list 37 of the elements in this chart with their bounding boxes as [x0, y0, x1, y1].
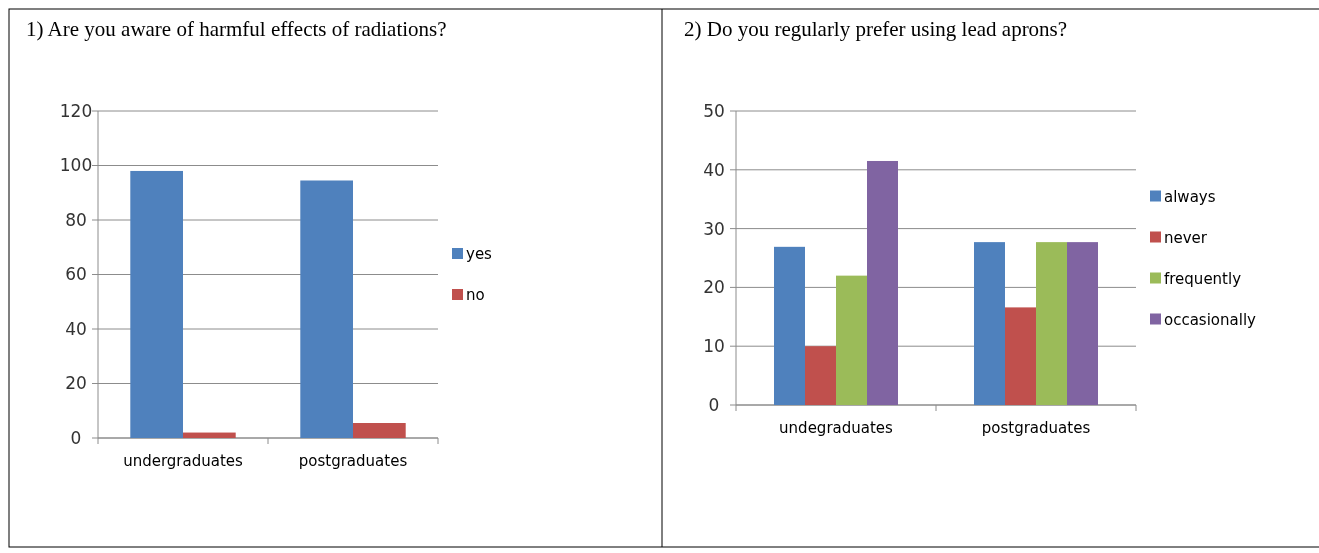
legend-label: no	[466, 286, 485, 305]
bar	[805, 346, 836, 405]
bar	[183, 432, 236, 438]
legend-label: frequently	[1164, 269, 1242, 288]
bar	[974, 242, 1005, 405]
bar	[836, 275, 867, 405]
y-tick-label: 80	[65, 209, 87, 230]
bar	[300, 180, 353, 438]
legend-label: never	[1164, 228, 1208, 247]
y-tick-label: 30	[703, 218, 725, 239]
y-tick-label: 100	[59, 155, 93, 176]
y-tick-label: 0	[70, 427, 82, 448]
chart-title: 2) Do you regularly prefer using lead aprons?	[684, 17, 1068, 41]
chart-title: 1) Are you aware of harmful effects of radiations?	[26, 17, 447, 41]
y-tick-label: 0	[708, 394, 720, 415]
x-tick-label: undegraduates	[779, 419, 894, 437]
y-tick-label: 20	[65, 373, 87, 394]
bar	[130, 170, 183, 438]
y-tick-label: 10	[703, 336, 725, 357]
bar	[1005, 307, 1036, 405]
x-tick-label: postgraduates	[298, 452, 408, 470]
x-tick-label: undergraduates	[123, 452, 244, 470]
y-tick-label: 60	[65, 264, 87, 285]
legend-label: yes	[466, 245, 493, 264]
y-tick-label: 50	[703, 100, 725, 121]
y-tick-label: 20	[703, 277, 725, 298]
legend-label: occasionally	[1164, 310, 1257, 329]
bar	[1067, 242, 1098, 405]
bar	[1036, 242, 1067, 405]
bar	[867, 160, 898, 405]
y-tick-label: 120	[59, 100, 93, 121]
bar	[774, 246, 805, 405]
bar	[353, 423, 406, 438]
x-tick-label: postgraduates	[981, 419, 1091, 437]
legend-label: always	[1164, 187, 1216, 206]
y-tick-label: 40	[703, 159, 725, 180]
y-tick-label: 40	[65, 318, 87, 339]
